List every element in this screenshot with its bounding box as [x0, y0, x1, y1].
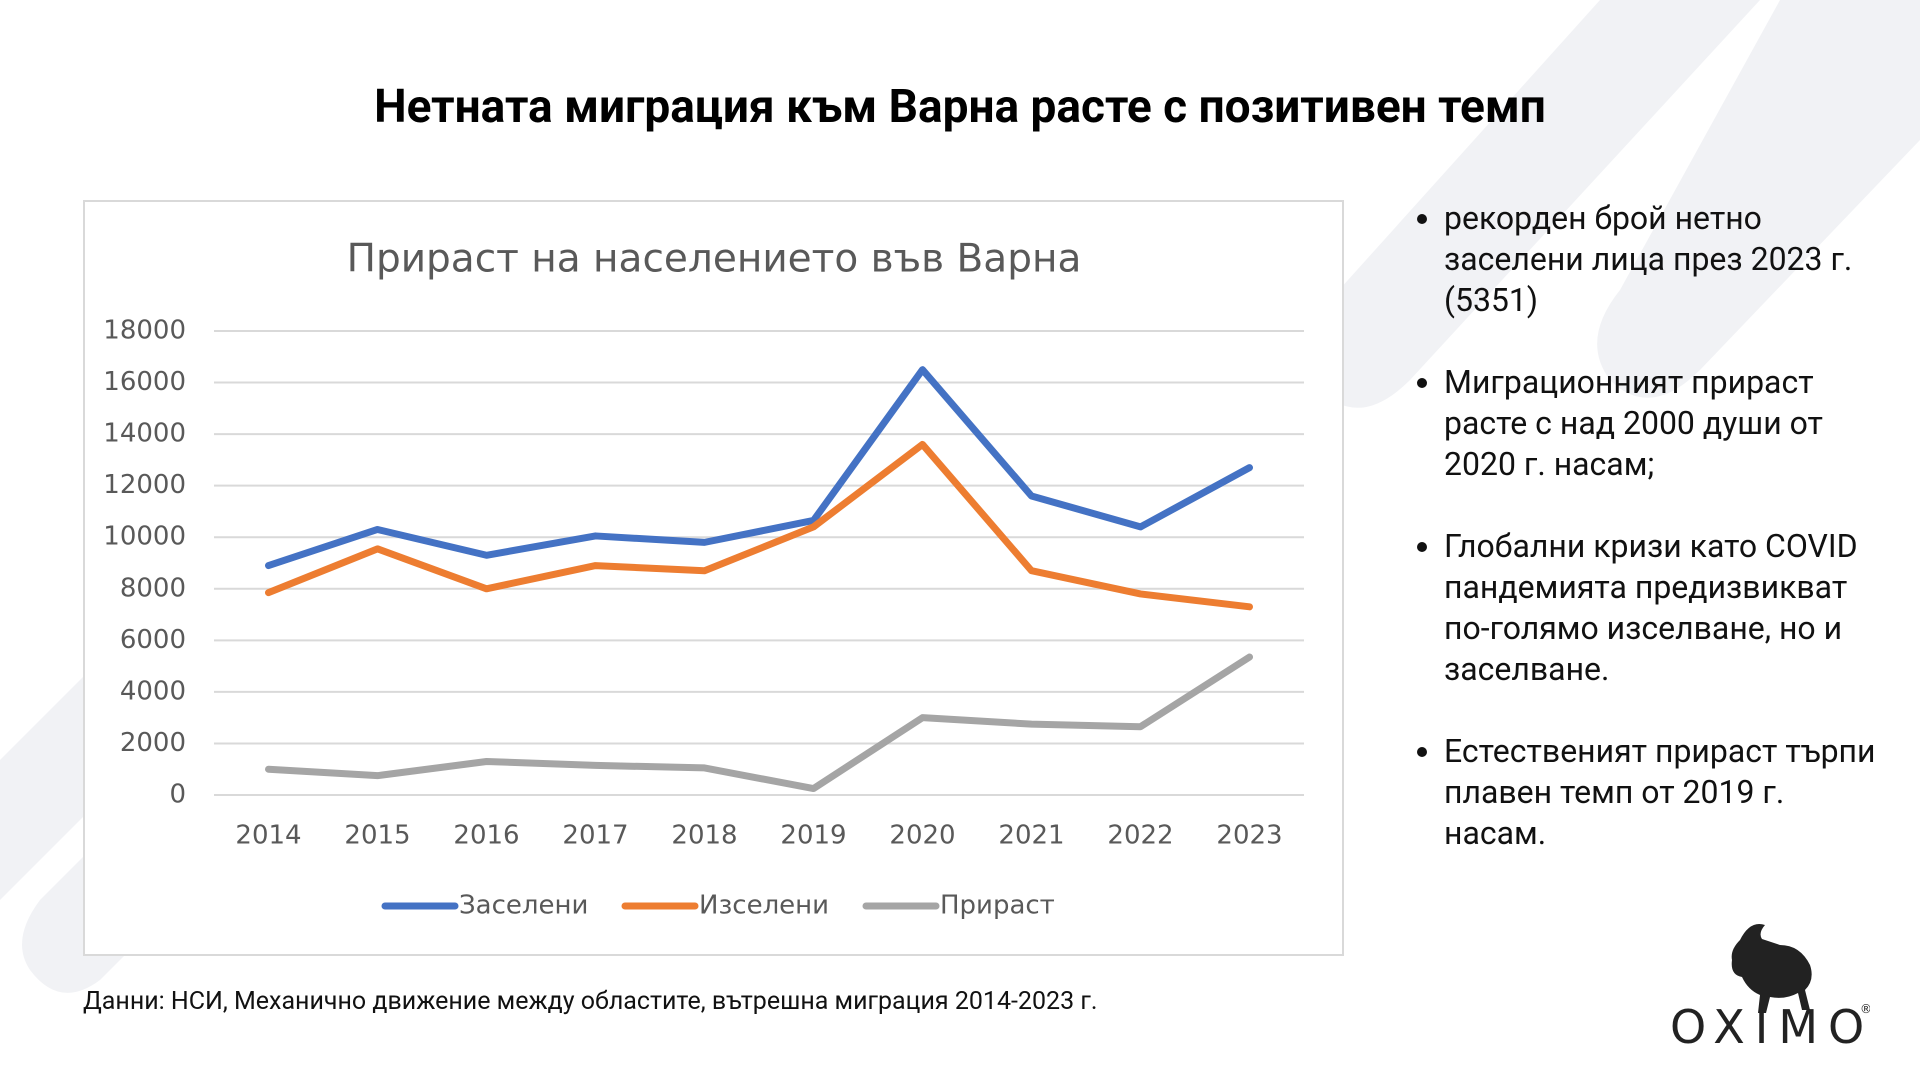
x-tick-label: 2016 — [453, 821, 519, 851]
y-tick-label: 16000 — [103, 367, 186, 397]
y-tick-label: 6000 — [120, 625, 186, 655]
data-line — [265, 440, 1253, 611]
x-tick-label: 2017 — [562, 821, 628, 851]
x-tick-label: 2023 — [1216, 821, 1282, 851]
logo: OXIMO ® — [1670, 924, 1870, 1054]
bullet-item: Естественият прираст търпи плавен темп о… — [1444, 731, 1884, 854]
x-tick-label: 2019 — [780, 821, 846, 851]
x-tick-label: 2015 — [344, 821, 410, 851]
y-tick-label: 14000 — [103, 419, 186, 449]
y-tick-label: 4000 — [120, 676, 186, 706]
chart-title: Прираст на населението във Варна — [347, 237, 1082, 282]
bullet-item: Глобални кризи като COVID пандемията пре… — [1444, 526, 1884, 690]
x-tick-label: 2020 — [889, 821, 955, 851]
y-tick-label: 8000 — [120, 573, 186, 603]
logo-registered: ® — [1860, 1002, 1870, 1016]
slide-title: Нетната миграция към Варна расте с позит… — [374, 80, 1546, 134]
source-note: Данни: НСИ, Механично движение между обл… — [83, 987, 1098, 1016]
x-tick-label: 2018 — [671, 821, 737, 851]
data-line — [265, 366, 1253, 570]
bullet-item: Миграционният прираст расте с над 2000 д… — [1444, 362, 1884, 485]
legend-label: Изселени — [699, 891, 829, 921]
x-tick-label: 2021 — [998, 821, 1064, 851]
legend-label: Прираст — [940, 891, 1055, 921]
bullet-item: рекорден брой нетно заселени лица през 2… — [1444, 198, 1884, 321]
bullet-list: рекорден брой нетно заселени лица през 2… — [1410, 198, 1884, 895]
data-line — [265, 653, 1253, 793]
y-tick-label: 0 — [169, 780, 186, 810]
y-tick-label: 2000 — [120, 728, 186, 758]
legend-label: Заселени — [459, 891, 588, 921]
chart-frame — [83, 200, 1344, 956]
y-tick-label: 18000 — [103, 316, 186, 346]
x-tick-label: 2014 — [235, 821, 301, 851]
logo-text: OXIMO — [1670, 1000, 1870, 1054]
y-tick-label: 10000 — [103, 522, 186, 552]
y-tick-label: 12000 — [103, 470, 186, 500]
x-tick-label: 2022 — [1107, 821, 1173, 851]
bull-icon — [1731, 924, 1812, 1013]
